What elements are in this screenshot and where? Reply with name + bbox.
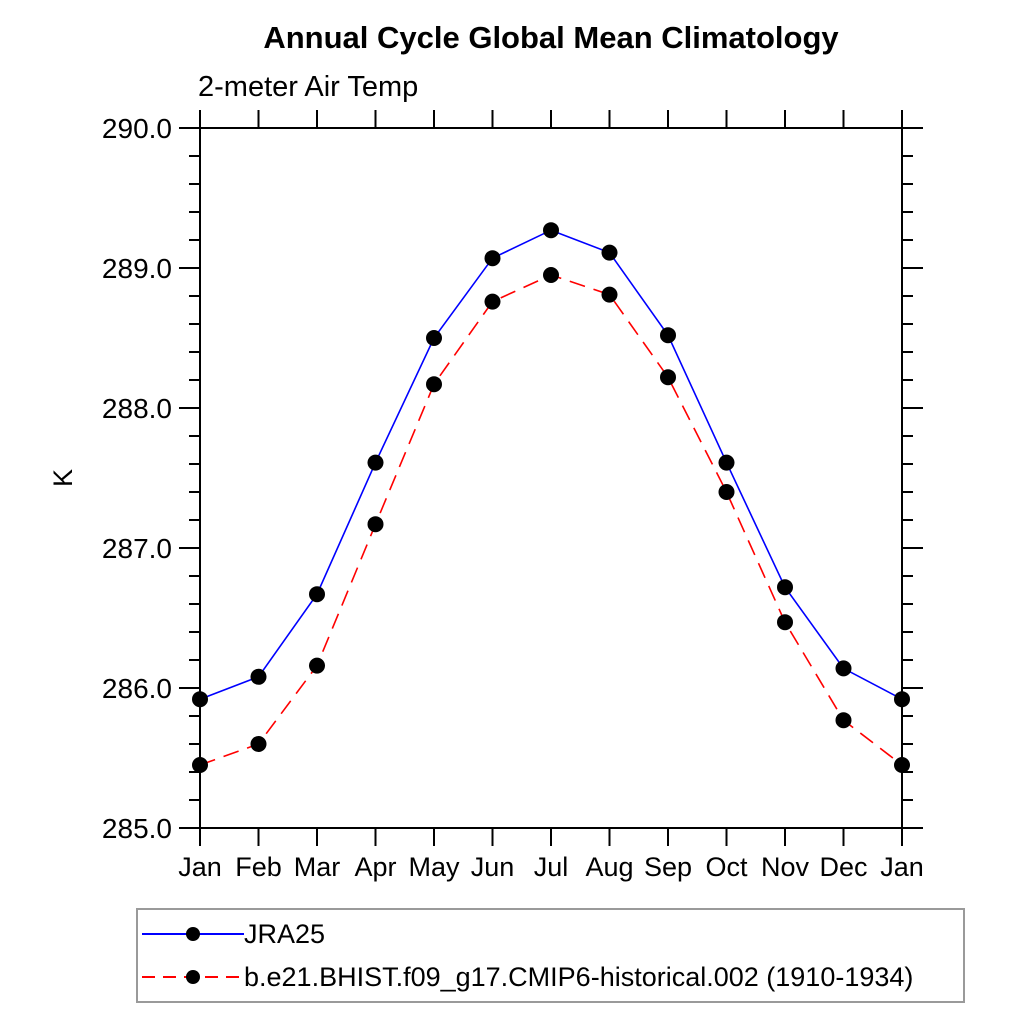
series-1-marker [835,712,852,729]
series-0-marker [543,222,559,239]
series-0-marker [309,586,325,603]
series-1-marker [660,369,676,386]
series-0-marker [367,454,384,471]
x-tick-label: Aug [585,852,633,882]
legend-item-1: b.e21.BHIST.f09_g17.CMIP6-historical.002… [142,957,963,998]
legend-item-0: JRA25 [142,914,963,955]
y-tick-label: 285.0 [102,813,172,844]
series-1-marker [777,614,793,631]
legend-label-1: b.e21.BHIST.f09_g17.CMIP6-historical.002… [244,961,914,992]
series-0-marker [894,691,910,708]
series-1-marker [250,736,267,752]
legend-label-0: JRA25 [244,918,326,949]
chart-title: Annual Cycle Global Mean Climatology [263,20,839,55]
legend-box: JRA25 b.e21.BHIST.f09_g17.CMIP6-historica… [136,908,965,1003]
series-1-marker [309,657,325,674]
x-tick-label: May [408,852,460,882]
series-1-marker [543,267,559,283]
series-1-line [199,274,903,766]
series-0-marker [484,250,501,267]
chart-subtitle: 2-meter Air Temp [198,71,419,103]
series-0-marker [660,327,676,344]
y-tick-label: 288.0 [102,393,172,424]
series-1-marker [601,286,618,303]
x-tick-label: Jul [534,852,569,882]
legend-marker-0 [186,927,200,941]
series-1-marker [894,757,910,773]
series-1-marker [484,293,501,310]
y-tick-label: 289.0 [102,253,172,284]
x-tick-label: Sep [644,852,692,882]
series-0-marker [718,454,735,471]
series-0-marker [777,579,793,596]
series-1-marker [426,376,442,393]
y-tick-label: 287.0 [102,533,172,564]
series-0-marker [192,691,208,708]
series-1-marker [367,516,384,533]
y-tick-label: 290.0 [102,113,172,144]
x-tick-label: Jun [471,852,515,882]
x-tick-label: Nov [761,852,810,882]
x-tick-label: Dec [819,852,867,882]
x-tick-label: Mar [294,852,341,882]
series-1-marker [718,484,735,500]
series-1-marker [192,757,208,773]
x-tick-label: Jan [178,852,222,882]
x-tick-label: Apr [354,852,396,882]
series-0-marker [426,330,442,346]
legend-marker-1 [186,970,200,984]
series-0-marker [835,660,852,677]
x-tick-label: Oct [705,852,748,882]
y-tick-label: 286.0 [102,673,172,704]
legend-sample-line-1 [142,970,244,984]
series-0-marker [601,244,618,261]
legend-sample-line-0 [142,927,244,941]
x-tick-label: Feb [235,852,282,882]
x-tick-label: Jan [880,852,924,882]
series-0-marker [250,668,267,685]
series-0-line [199,229,903,700]
y-axis-title: K [48,469,78,487]
